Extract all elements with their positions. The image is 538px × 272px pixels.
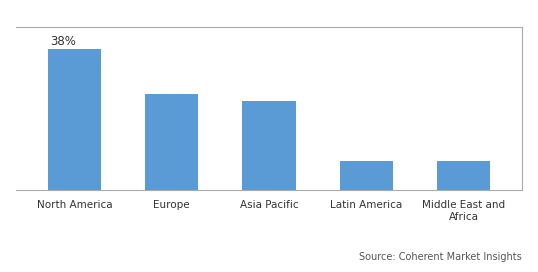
Bar — [48, 50, 101, 190]
Bar — [437, 161, 490, 190]
Text: Source: Coherent Market Insights: Source: Coherent Market Insights — [359, 252, 522, 262]
Bar — [339, 161, 393, 190]
Bar — [145, 94, 199, 190]
Bar — [242, 101, 296, 190]
Text: 38%: 38% — [49, 35, 75, 48]
